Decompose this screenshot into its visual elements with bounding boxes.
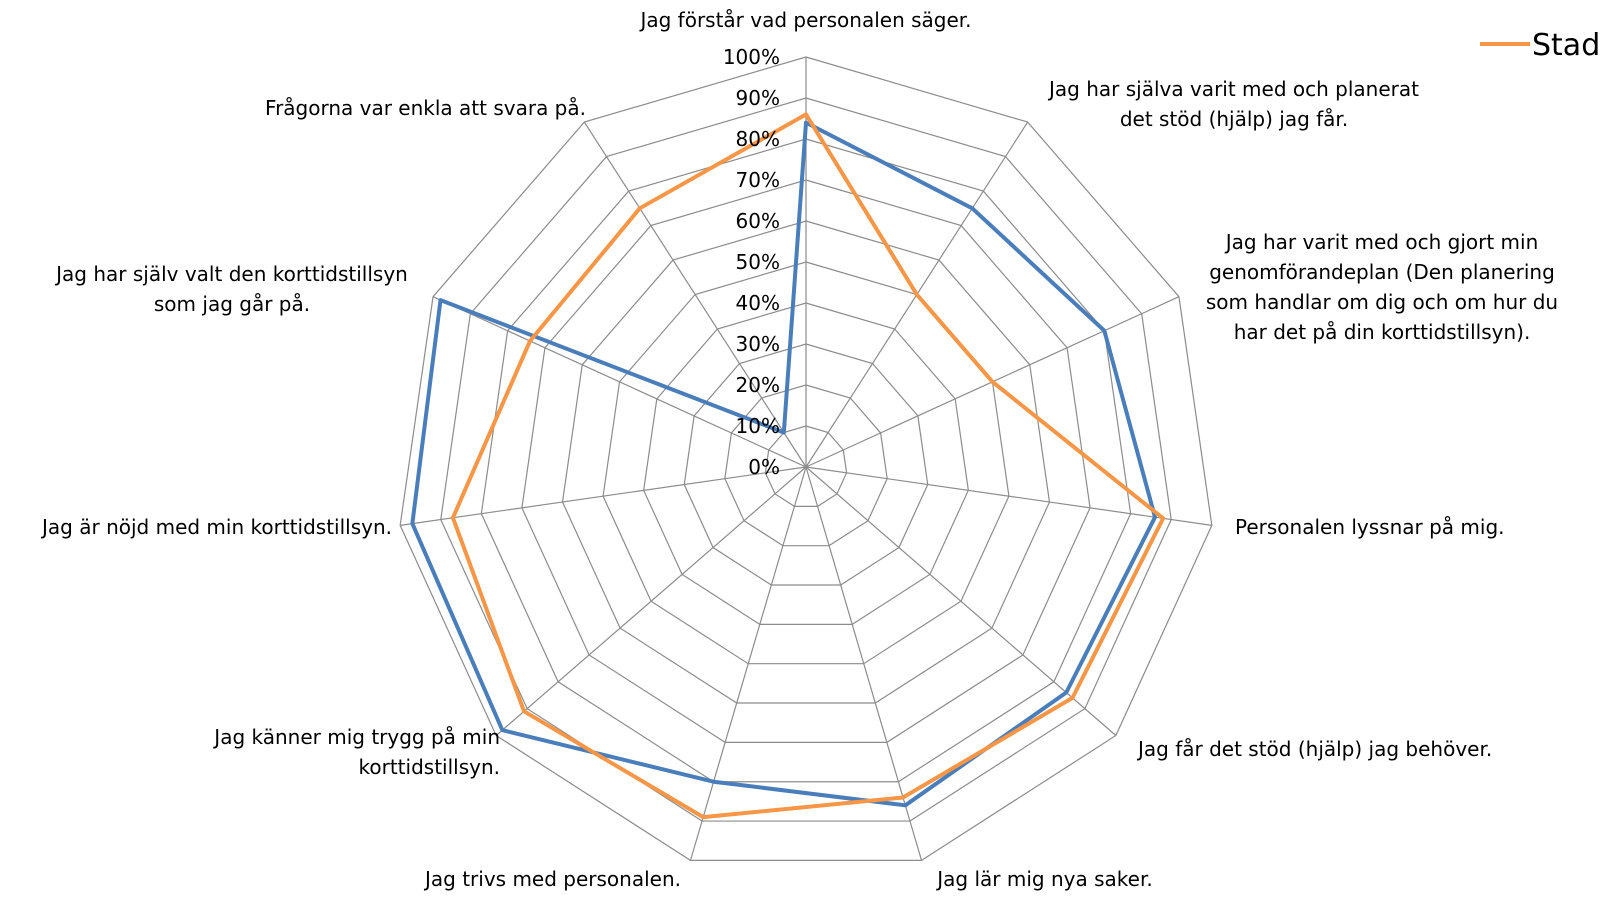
category-label: som jag går på. [154,292,310,316]
category-label: det stöd (hjälp) jag får. [1120,107,1348,131]
tick-label: 40% [736,291,780,315]
grid-spoke [432,296,807,468]
series-lines [410,112,1166,820]
category-label: Jag förstår vad personalen säger. [638,8,971,32]
tick-label: 100% [723,45,780,69]
tick-label: 30% [736,332,780,356]
grid-ring [521,179,1091,743]
grid-ring [683,343,929,586]
category-label: Jag har själv valt den korttidstillsyn [54,262,408,286]
category-label: Jag får det stöd (hjälp) jag behöver. [1136,737,1492,761]
legend: Stad [1480,28,1600,63]
category-label: Frågorna var enkla att svara på. [265,96,586,120]
category-label: genomförandeplan (Den planering [1209,260,1555,284]
grid-spoke [495,466,807,736]
tick-label: 70% [736,168,780,192]
category-label: har det på din korttidstillsyn). [1234,320,1531,344]
radial-tick-labels: 0% 10% 20% 30% 40% 50% 60% 70% 80% 90% 100% [723,45,780,479]
tick-label: 80% [736,127,780,151]
tick-label: 20% [736,373,780,397]
category-label: Jag känner mig trygg på min [212,725,500,749]
series-line [410,120,1158,808]
category-label: Jag är nöjd med min korttidstillsyn. [40,515,392,539]
grid-spoke [400,466,807,526]
category-label: korttidstillsyn. [359,755,500,779]
category-label: Personalen lyssnar på mig. [1235,515,1505,539]
tick-label: 90% [736,86,780,110]
tick-label: 10% [736,414,780,438]
grid-spoke [805,466,1117,736]
grid-ring [561,220,1051,704]
series-line [450,112,1166,820]
category-labels: Jag förstår vad personalen säger. Jag har… [40,8,1558,891]
grid-ring [399,56,1213,861]
category-label: Jag har varit med och gjort min [1224,230,1539,254]
grid-ring [724,384,888,547]
grid-ring [480,138,1132,783]
category-label: Jag lär mig nya saker. [935,867,1152,891]
category-label: Jag trivs med personalen. [423,867,681,891]
tick-label: 0% [748,455,780,479]
legend-label: Stad [1532,28,1600,63]
grid-spoke [689,466,807,861]
grid-ring [440,97,1172,822]
grid-spoke [805,466,1212,526]
category-label: Jag har själva varit med och planerat [1047,77,1419,101]
tick-label: 50% [736,250,780,274]
grid-spoke [583,121,807,468]
category-label: som handlar om dig och om hur du [1206,290,1558,314]
tick-label: 60% [736,209,780,233]
grid-ring [764,425,848,507]
grid-spoke [805,466,923,861]
